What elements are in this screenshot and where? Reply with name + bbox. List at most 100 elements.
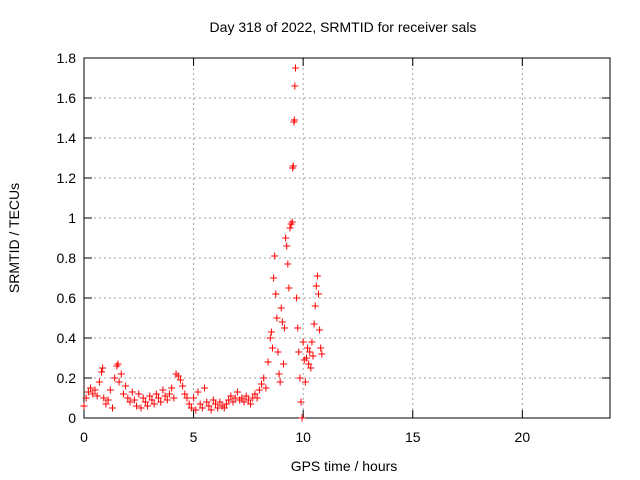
- plot-frame: [83, 57, 611, 419]
- data-point: [139, 394, 147, 402]
- data-point: [258, 380, 266, 388]
- data-point: [198, 404, 206, 412]
- data-point: [196, 400, 204, 408]
- data-point: [102, 400, 110, 408]
- y-tick-label: 1: [68, 210, 76, 226]
- data-point: [282, 234, 290, 242]
- data-point: [270, 274, 278, 282]
- axis-ticks: 0 0.2 0.4 0.6 0.8 1 1.2 1.4 1.6 1.8 0 5 10 15 20: [57, 50, 610, 445]
- data-point: [146, 392, 154, 400]
- data-point: [93, 392, 101, 400]
- data-point: [212, 400, 219, 408]
- data-point: [296, 374, 304, 382]
- data-point: [267, 328, 275, 336]
- data-points: [80, 64, 326, 422]
- data-point: [104, 396, 112, 404]
- data-point: [276, 378, 284, 386]
- data-point: [176, 376, 184, 384]
- data-point: [266, 334, 274, 342]
- data-point: [275, 370, 283, 378]
- data-point: [272, 290, 280, 298]
- y-tick-label: 0.2: [57, 370, 77, 386]
- data-point: [242, 392, 250, 400]
- data-point: [271, 252, 279, 260]
- data-point: [163, 396, 171, 404]
- data-point: [304, 344, 312, 352]
- data-point: [317, 344, 325, 352]
- data-point: [183, 394, 191, 402]
- data-point: [229, 398, 237, 406]
- data-point: [161, 392, 169, 400]
- data-point: [165, 390, 173, 398]
- data-point: [119, 390, 127, 398]
- y-tick-label: 0.8: [57, 250, 77, 266]
- data-point: [214, 404, 222, 412]
- data-point: [148, 396, 156, 404]
- data-point: [114, 360, 122, 368]
- data-point: [318, 350, 326, 358]
- data-point: [293, 294, 301, 302]
- x-tick-label: 20: [515, 429, 531, 445]
- data-point: [273, 314, 281, 322]
- x-axis-label: GPS time / hours: [291, 458, 398, 474]
- data-point: [190, 394, 198, 402]
- data-point: [283, 242, 291, 250]
- data-point: [150, 400, 158, 408]
- data-point: [315, 290, 323, 298]
- data-point: [298, 414, 306, 422]
- data-point: [185, 400, 193, 408]
- y-tick-label: 1.4: [57, 130, 77, 146]
- data-point: [251, 390, 259, 398]
- y-tick-label: 0.6: [57, 290, 77, 306]
- y-tick-label: 0.4: [57, 330, 77, 346]
- data-point: [82, 394, 90, 402]
- data-point: [187, 404, 195, 412]
- data-point: [305, 360, 313, 368]
- data-point: [285, 284, 293, 292]
- data-point: [278, 318, 286, 326]
- data-point: [181, 390, 189, 398]
- data-point: [100, 394, 108, 402]
- data-point: [205, 402, 213, 410]
- data-point: [233, 388, 241, 396]
- data-point: [99, 364, 107, 372]
- data-point: [299, 338, 307, 346]
- data-point: [289, 162, 297, 170]
- data-point: [179, 382, 187, 390]
- data-point: [207, 406, 215, 414]
- data-point: [108, 404, 116, 412]
- data-point: [157, 398, 165, 406]
- data-point: [290, 116, 298, 124]
- data-point: [122, 382, 130, 390]
- data-point: [294, 324, 302, 332]
- data-point: [216, 398, 224, 406]
- data-point: [238, 394, 246, 402]
- x-tick-label: 10: [295, 429, 311, 445]
- data-point: [80, 402, 88, 410]
- data-point: [222, 400, 230, 408]
- data-point: [220, 404, 228, 412]
- data-point: [126, 398, 134, 406]
- x-tick-label: 0: [80, 429, 88, 445]
- y-tick-label: 1.6: [57, 90, 77, 106]
- data-point: [159, 386, 167, 394]
- data-point: [201, 384, 209, 392]
- data-point: [152, 390, 160, 398]
- data-point: [247, 400, 255, 408]
- data-point: [268, 344, 276, 352]
- y-tick-label: 1.8: [57, 50, 77, 66]
- data-point: [89, 390, 97, 398]
- data-point: [168, 384, 176, 392]
- data-point: [203, 398, 211, 406]
- data-point: [240, 398, 248, 406]
- data-point: [155, 394, 163, 402]
- data-point: [106, 386, 114, 394]
- data-point: [262, 384, 270, 392]
- data-point: [170, 394, 178, 402]
- x-tick-label: 15: [405, 429, 421, 445]
- data-point: [253, 394, 261, 402]
- data-point: [91, 386, 99, 394]
- data-point: [297, 398, 305, 406]
- data-point: [311, 302, 319, 310]
- y-tick-label: 1.2: [57, 170, 77, 186]
